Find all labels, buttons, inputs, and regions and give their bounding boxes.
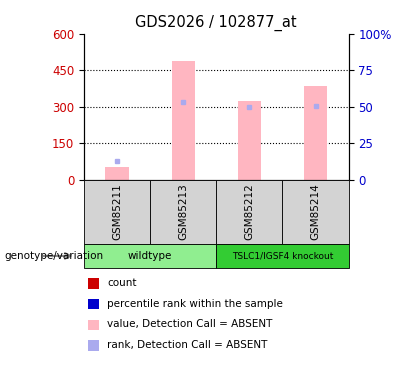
Text: GSM85212: GSM85212	[244, 183, 255, 240]
Text: GSM85211: GSM85211	[112, 183, 122, 240]
Text: percentile rank within the sample: percentile rank within the sample	[107, 299, 283, 309]
Text: GSM85214: GSM85214	[310, 183, 320, 240]
Text: count: count	[107, 278, 136, 288]
Text: TSLC1/IGSF4 knockout: TSLC1/IGSF4 knockout	[232, 251, 333, 260]
Text: rank, Detection Call = ABSENT: rank, Detection Call = ABSENT	[107, 340, 268, 350]
Bar	[172, 60, 195, 180]
Bar	[105, 166, 129, 180]
Text: genotype/variation: genotype/variation	[4, 251, 103, 261]
Text: value, Detection Call = ABSENT: value, Detection Call = ABSENT	[107, 320, 273, 329]
Bar	[304, 86, 327, 180]
Text: GSM85213: GSM85213	[178, 183, 188, 240]
Bar	[238, 101, 261, 180]
Text: wildtype: wildtype	[128, 251, 172, 261]
Title: GDS2026 / 102877_at: GDS2026 / 102877_at	[136, 15, 297, 31]
